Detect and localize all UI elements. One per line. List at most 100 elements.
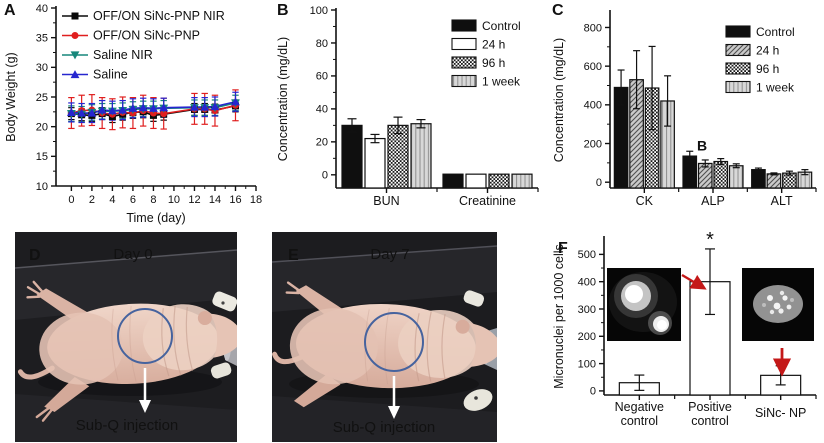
svg-text:300: 300: [578, 304, 596, 316]
svg-text:96 h: 96 h: [482, 56, 505, 70]
panel-b-label: B: [277, 2, 289, 19]
ear-tag-bottom: [210, 362, 232, 379]
mouse-leg-upper: [36, 288, 88, 321]
mouse-toes-lower: [35, 407, 53, 422]
panel-f-micronuclei: F 0 100 200 300 400 500 Micronuclei per 1000 c…: [548, 228, 824, 443]
ear-tag-top: [212, 291, 237, 312]
svg-text:96 h: 96 h: [756, 62, 779, 76]
mouse-hip: [39, 312, 124, 385]
mouse-ear: [197, 311, 212, 326]
svg-text:Positive: Positive: [688, 400, 732, 414]
svg-text:2: 2: [89, 194, 95, 206]
svg-text:0: 0: [322, 170, 328, 182]
svg-text:400: 400: [584, 100, 602, 112]
mouse-toes-upper: [26, 280, 44, 299]
svg-text:4: 4: [109, 194, 115, 206]
svg-text:200: 200: [578, 331, 596, 343]
panel-e-label: E: [288, 247, 299, 264]
svg-text:ALT: ALT: [771, 194, 793, 208]
mouse-body-group: [17, 280, 237, 422]
svg-text:Time (day): Time (day): [126, 211, 185, 225]
panel-e-mouse-photo-day7: E Day 7 Sub-Q injection: [272, 232, 497, 442]
svg-text:Body Weight (g): Body Weight (g): [4, 52, 18, 141]
svg-text:Saline NIR: Saline NIR: [93, 48, 153, 62]
mouse-body-group: [272, 281, 497, 408]
bun-creatinine-bar-chart: 0 20 40 60 80 100 Concentration (mg/dL) BUN Crea…: [276, 5, 539, 208]
panel-d-mouse-photo-day0: D Day 0 Sub-Q injection: [15, 232, 237, 442]
svg-text:100: 100: [310, 5, 328, 17]
svg-text:60: 60: [316, 71, 328, 83]
stage-front: [272, 396, 497, 442]
panel-c-ck-alp-alt: C 0 200 400 600 800 Concentration (mg/dL) CK AL…: [548, 0, 824, 228]
svg-text:100: 100: [578, 358, 596, 370]
svg-text:16: 16: [229, 194, 241, 206]
injection-arrow-head: [388, 406, 400, 419]
svg-text:15: 15: [36, 151, 48, 163]
skin-folds: [414, 311, 446, 382]
stage-band: [272, 246, 497, 312]
svg-text:20: 20: [316, 137, 328, 149]
svg-text:24 h: 24 h: [756, 44, 779, 58]
injection-site-circle: [364, 312, 424, 372]
ear-tag-top: [463, 290, 485, 307]
svg-text:1 week: 1 week: [756, 81, 795, 95]
mouse-ear: [455, 319, 470, 334]
injection-site-circle: [117, 308, 173, 364]
panel-f-label: F: [558, 240, 568, 257]
svg-text:B: B: [697, 137, 707, 153]
svg-text:8: 8: [150, 194, 156, 206]
stage-edge: [272, 245, 497, 263]
svg-text:Negative: Negative: [615, 400, 664, 414]
svg-text:Micronuclei per 1000 cells: Micronuclei per 1000 cells: [552, 244, 566, 389]
svg-text:600: 600: [584, 61, 602, 73]
svg-text:24 h: 24 h: [482, 38, 505, 52]
svg-text:Control: Control: [756, 25, 795, 39]
svg-text:6: 6: [130, 194, 136, 206]
svg-text:40: 40: [36, 3, 48, 15]
micronuclei-bar-chart: 0 100 200 300 400 500 Micronuclei per 1000 cel…: [552, 229, 817, 428]
svg-text:Creatinine: Creatinine: [459, 194, 516, 208]
mouse-photo-day0: D Day 0 Sub-Q injection: [15, 232, 237, 442]
svg-text:500: 500: [578, 249, 596, 261]
svg-text:Control: Control: [482, 19, 521, 33]
svg-text:20: 20: [36, 121, 48, 133]
svg-text:80: 80: [316, 38, 328, 50]
panel-e-title: Day 7: [370, 246, 409, 263]
panel-d-title: Day 0: [113, 246, 152, 263]
svg-text:30: 30: [36, 62, 48, 74]
svg-text:0: 0: [596, 177, 602, 189]
panel-d-caption: Sub-Q injection: [76, 417, 179, 434]
svg-text:Concentration (mg/dL): Concentration (mg/dL): [552, 38, 566, 162]
mouse-head: [209, 313, 237, 358]
svg-text:10: 10: [36, 181, 48, 193]
svg-text:OFF/ON SiNc-PNP NIR: OFF/ON SiNc-PNP NIR: [93, 9, 225, 23]
panel-c-label: C: [552, 2, 564, 19]
mouse-photo-day7: E Day 7 Sub-Q injection: [272, 232, 497, 442]
panel-a-label: A: [4, 2, 16, 19]
svg-text:control: control: [621, 414, 659, 428]
mouse-head: [468, 322, 497, 367]
svg-text:OFF/ON SiNc-PNP: OFF/ON SiNc-PNP: [93, 29, 200, 43]
stage-front: [15, 394, 237, 442]
svg-text:800: 800: [584, 22, 602, 34]
ear-tag-hole: [221, 301, 225, 305]
svg-text:Concentration (mg/dL): Concentration (mg/dL): [276, 37, 290, 161]
svg-text:Saline: Saline: [93, 68, 128, 82]
svg-text:0: 0: [68, 194, 74, 206]
mouse-toes-upper: [285, 281, 301, 295]
svg-text:CK: CK: [636, 194, 654, 208]
svg-text:ALP: ALP: [701, 194, 725, 208]
injection-arrow-head: [139, 400, 151, 413]
panel-a-body-weight: A 10 15 20 25 30 35 40 Body Weight (g) 0 2 4 6 8 10 12…: [0, 0, 272, 228]
svg-text:10: 10: [168, 194, 180, 206]
mouse-hind-foot: [463, 389, 493, 411]
svg-text:0: 0: [590, 386, 596, 398]
body-weight-line-chart: 10 15 20 25 30 35 40 Body Weight (g) 0 2 4 6 8 10 12 14…: [4, 3, 262, 225]
svg-text:control: control: [691, 414, 729, 428]
panel-e-caption: Sub-Q injection: [333, 419, 436, 436]
panel-d-label: D: [29, 247, 41, 264]
panel-b-bun-creatinine: B 0 20 40 60 80 100 Concentration (mg/dL) BUN Cr…: [272, 0, 548, 228]
svg-text:12: 12: [188, 194, 200, 206]
svg-text:*: *: [706, 229, 714, 251]
